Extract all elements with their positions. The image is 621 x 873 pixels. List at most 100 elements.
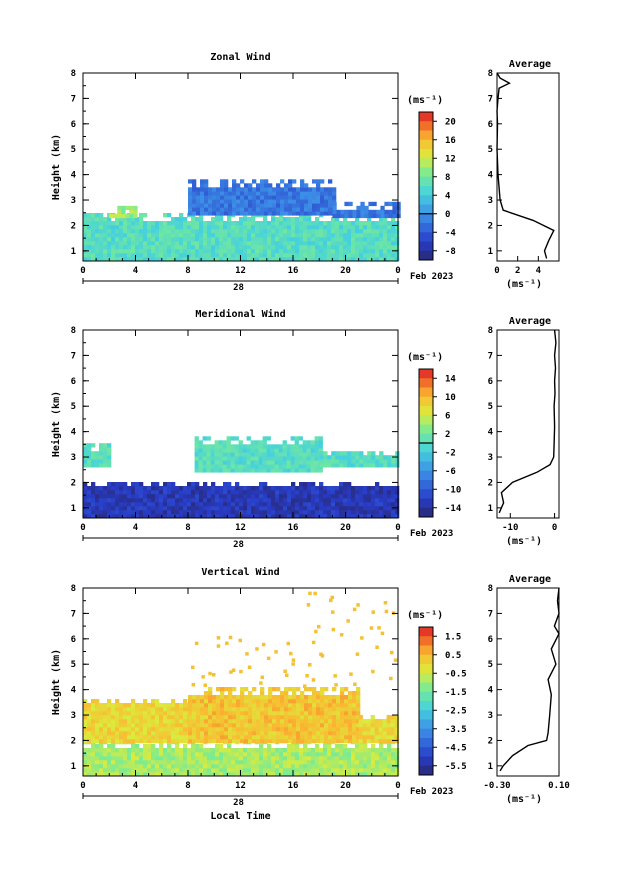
heatmap-cell: [187, 756, 192, 761]
heatmap-cell: [307, 482, 312, 487]
heatmap-cell: [115, 502, 120, 507]
heatmap-cell: [358, 735, 363, 740]
heatmap-cell: [95, 719, 100, 724]
heatmap-cell: [272, 207, 277, 212]
heatmap-cell: [366, 739, 371, 744]
heatmap-cell: [239, 768, 244, 773]
heatmap-cell: [119, 760, 124, 765]
heatmap-cell: [243, 241, 248, 246]
heatmap-cell: [315, 490, 320, 495]
heatmap-cell: [91, 748, 96, 753]
heatmap-cell: [204, 707, 209, 712]
heatmap-cell: [179, 514, 184, 519]
heatmap-cell: [208, 199, 213, 204]
heatmap-region: [83, 482, 400, 519]
heatmap-cell: [363, 760, 368, 765]
heatmap-cell: [379, 221, 384, 226]
heatmap-cell: [383, 225, 388, 230]
heatmap-cell: [151, 257, 156, 262]
heatmap-cell: [386, 715, 391, 720]
heatmap-cell: [300, 203, 305, 208]
heatmap-cell: [328, 199, 333, 204]
heatmap-cell: [111, 494, 116, 499]
heatmap-cell: [155, 245, 160, 250]
heatmap-cell: [316, 723, 321, 728]
heatmap-cell: [127, 506, 132, 511]
heatmap-cell: [312, 735, 317, 740]
heatmap-cell: [123, 723, 128, 728]
heatmap-cell: [183, 711, 188, 716]
heatmap-cell: [155, 723, 160, 728]
heatmap-cell: [300, 183, 305, 188]
heatmap-cell: [107, 510, 112, 515]
heatmap-cell: [243, 506, 248, 511]
heatmap-cell: [375, 221, 380, 226]
heatmap-cell: [171, 735, 176, 740]
heatmap-cell: [356, 209, 361, 215]
heatmap-cell: [311, 237, 316, 242]
heatmap-cell: [308, 687, 313, 692]
heatmap-cell: [260, 191, 265, 196]
heatmap-cell: [167, 707, 172, 712]
heatmap-cell: [199, 744, 204, 749]
heatmap-cell: [258, 460, 263, 465]
heatmap-region: [188, 179, 337, 216]
heatmap-cell: [267, 494, 272, 499]
heatmap-cell: [327, 498, 332, 503]
heatmap-cell: [300, 179, 305, 184]
heatmap-cell: [195, 490, 200, 495]
heatmap-cell: [262, 440, 267, 445]
heatmap-cell: [287, 748, 292, 753]
heatmap-cell: [131, 735, 136, 740]
heatmap-cell: [87, 502, 92, 507]
heatmap-cell: [218, 440, 223, 445]
heatmap-cell: [215, 506, 220, 511]
heatmap-cell: [316, 199, 321, 204]
heatmap-cell: [203, 249, 208, 254]
heatmap-cell: [356, 719, 361, 724]
colorbar-segment: [419, 443, 433, 453]
heatmap-cell: [308, 207, 313, 212]
heatmap-cell: [363, 756, 368, 761]
heatmap-cell: [222, 460, 227, 465]
heatmap-cell: [107, 739, 112, 744]
heatmap-cell: [311, 764, 316, 769]
heatmap-cell: [300, 731, 305, 736]
heatmap-cell: [228, 719, 233, 724]
heatmap-cell: [243, 756, 248, 761]
heatmap-cell: [175, 731, 180, 736]
heatmap-cell: [163, 719, 168, 724]
heatmap-cell: [266, 460, 271, 465]
heatmap-cell: [292, 195, 297, 200]
heatmap-cell: [240, 731, 245, 736]
heatmap-cell: [195, 233, 200, 238]
heatmap-cell: [183, 723, 188, 728]
heatmap-cell: [83, 768, 88, 773]
heatmap-cell: [304, 727, 309, 732]
heatmap-cell: [327, 768, 332, 773]
heatmap-cell: [267, 257, 272, 262]
heatmap-cell: [371, 249, 376, 254]
heatmap-cell: [359, 514, 364, 519]
heatmap-cell: [339, 463, 344, 468]
heatmap-cell: [179, 233, 184, 238]
heatmap-cell: [362, 739, 367, 744]
heatmap-cell: [91, 494, 96, 499]
heatmap-cell: [343, 748, 348, 753]
heatmap-cell: [327, 744, 332, 749]
heatmap-cell: [250, 468, 255, 473]
heatmap-cell: [191, 768, 196, 773]
heatmap-cell: [323, 764, 328, 769]
heatmap-cell: [171, 768, 176, 773]
heatmap-cell: [296, 727, 301, 732]
heatmap-cell: [272, 687, 277, 692]
heatmap-cell: [358, 727, 363, 732]
heatmap-cell: [211, 502, 216, 507]
heatmap-cell: [267, 225, 272, 230]
heatmap-cell: [284, 195, 289, 200]
heatmap-cell: [163, 752, 168, 757]
heatmap-cell: [159, 739, 164, 744]
heatmap-cell: [296, 203, 301, 208]
y-tick-label: 8: [71, 69, 76, 79]
